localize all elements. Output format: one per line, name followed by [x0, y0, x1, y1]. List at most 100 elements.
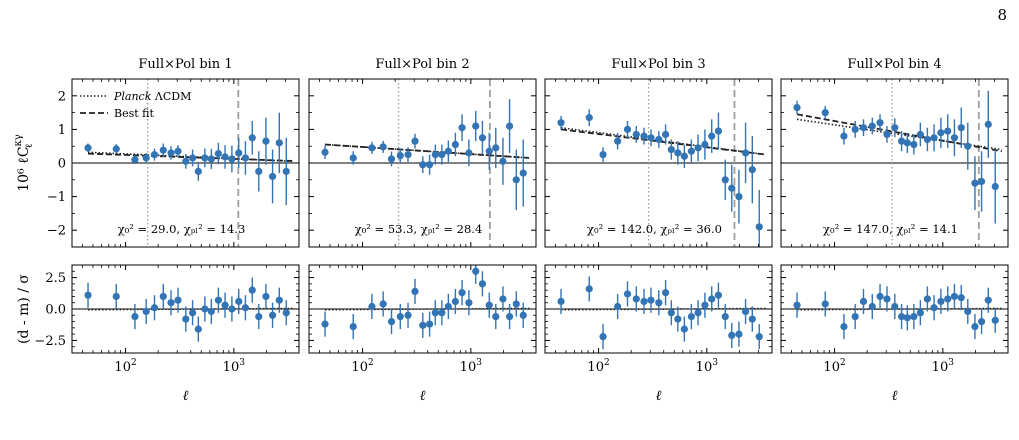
data-point	[188, 154, 197, 162]
bottom-axes: 102 103	[308, 264, 537, 375]
residual-point	[505, 312, 514, 321]
residual-point	[282, 309, 290, 317]
residual-point	[793, 301, 801, 309]
residual-point	[438, 309, 446, 317]
residual-point	[201, 305, 209, 313]
residual-point	[851, 312, 859, 321]
residual-point	[379, 300, 387, 308]
residual-point	[755, 333, 763, 341]
residual-point	[228, 305, 236, 313]
residual-point	[897, 312, 906, 321]
residual-point	[599, 333, 607, 341]
data-point	[950, 134, 959, 142]
residual-point	[708, 295, 716, 303]
residual-point	[472, 267, 480, 275]
data-point	[207, 155, 215, 163]
data-point	[930, 134, 938, 142]
data-point	[167, 149, 175, 157]
data-point	[655, 135, 663, 144]
residual-point	[891, 302, 899, 311]
legend-label-planck: Planck ΛCDM	[113, 90, 191, 103]
residual-point	[977, 317, 986, 326]
data-point	[492, 144, 500, 152]
data-point	[472, 122, 480, 130]
page-number: 8	[997, 6, 1007, 24]
y-tick-label: −1	[47, 190, 66, 205]
residual-point	[944, 295, 952, 303]
data-point	[349, 154, 357, 162]
panel-4: Full×Pol bin 4 102 103 χ₀² = 147.0, χₚₗ² = …	[780, 57, 1009, 404]
bottom-axes: 102 103	[780, 264, 1009, 375]
residual-point	[519, 311, 527, 319]
data-point	[248, 134, 256, 142]
data-point	[614, 137, 622, 145]
data-point	[708, 132, 716, 140]
residual-point	[268, 311, 277, 319]
residual-point	[687, 312, 695, 321]
residual-point	[821, 300, 829, 308]
data-point	[387, 155, 396, 163]
residual-point	[923, 295, 931, 303]
residual-point	[207, 307, 215, 316]
panel-2: Full×Pol bin 2 102 103 χ₀² = 53.3, χₚₗ² = 2…	[308, 57, 537, 404]
data-point	[235, 149, 243, 157]
residual-point	[492, 312, 500, 321]
x-tick-label: 103	[696, 358, 719, 375]
plot-area	[557, 79, 766, 247]
residual-point	[241, 304, 250, 312]
data-point	[438, 151, 446, 159]
data-point	[971, 179, 979, 187]
residual-point	[142, 307, 150, 316]
residual-point	[512, 300, 520, 308]
residual-point	[499, 295, 507, 303]
residual-point	[623, 290, 632, 298]
data-point	[714, 127, 723, 135]
residual-point	[984, 296, 992, 304]
plot-area	[557, 276, 766, 350]
residual-point	[425, 320, 434, 328]
data-point	[977, 177, 986, 186]
data-point	[214, 149, 222, 158]
data-point	[425, 161, 434, 169]
residual-point	[188, 309, 197, 317]
residual-point	[458, 289, 466, 297]
residual-point	[182, 315, 190, 323]
data-point	[444, 147, 452, 155]
data-point	[557, 119, 565, 127]
data-point	[419, 161, 427, 169]
planck-residual-line	[797, 307, 1002, 311]
data-point	[411, 137, 419, 145]
data-point	[910, 140, 918, 149]
residual-point	[255, 312, 263, 321]
data-point	[859, 124, 868, 132]
x-tick-label: 102	[114, 358, 136, 375]
top-axes	[308, 78, 537, 248]
data-point	[275, 139, 283, 147]
data-point	[228, 155, 236, 163]
data-point	[519, 169, 527, 177]
y-tick-label: −2.5	[34, 334, 66, 349]
y-tick-label: 2	[58, 89, 66, 104]
residual-point	[478, 280, 487, 288]
residual-point	[883, 295, 891, 303]
residual-point	[647, 296, 655, 304]
data-point	[883, 130, 891, 139]
residual-point	[349, 323, 357, 331]
residual-point	[194, 325, 202, 333]
chi2-annotation: χ₀² = 53.3, χₚₗ² = 28.4	[355, 222, 483, 236]
residual-point	[680, 325, 688, 333]
residual-point	[404, 311, 412, 319]
residual-point	[112, 292, 120, 301]
data-point	[728, 184, 736, 192]
x-axis-label: ℓ	[892, 388, 898, 404]
residual-point	[235, 297, 243, 306]
data-point	[142, 154, 150, 162]
residual-point	[721, 312, 729, 321]
data-point	[897, 137, 906, 145]
data-point	[741, 149, 750, 157]
planck-residual-line	[325, 307, 530, 311]
panel-title: Full×Pol bin 3	[611, 57, 705, 72]
data-point	[840, 132, 848, 140]
residual-point	[396, 312, 404, 321]
plot-area	[321, 79, 530, 247]
